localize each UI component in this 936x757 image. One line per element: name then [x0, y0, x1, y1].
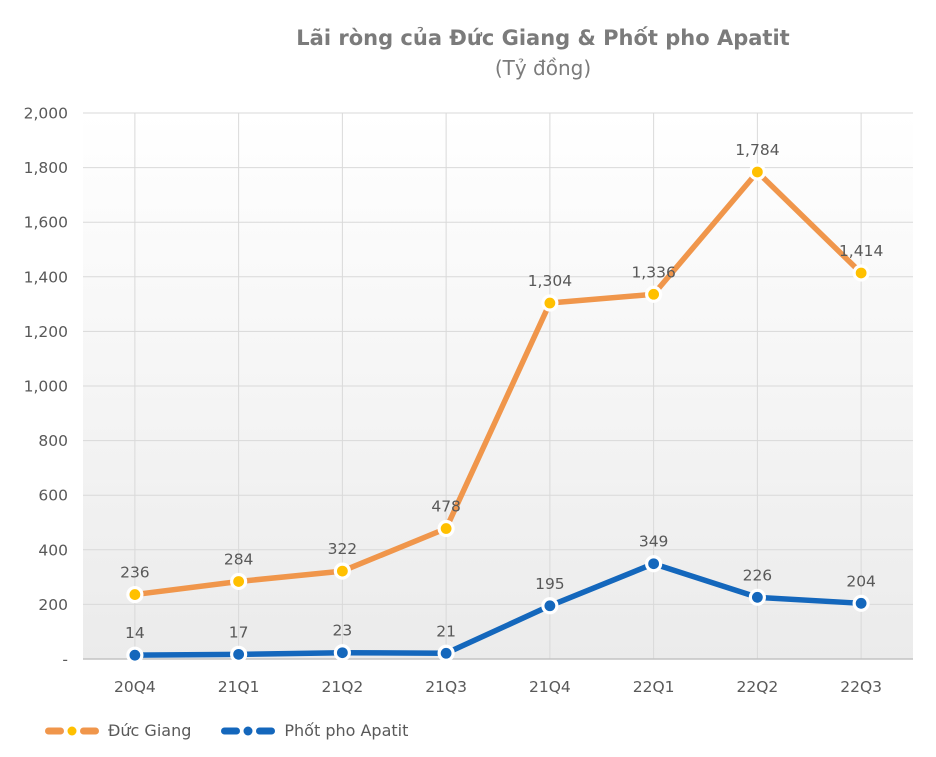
legend: Đức Giang Phốt pho Apatit — [45, 721, 408, 740]
data-point-label: 478 — [431, 498, 461, 516]
legend-label-duc-giang: Đức Giang — [108, 721, 192, 740]
data-point-label: 195 — [535, 575, 565, 593]
series-line — [132, 169, 864, 598]
data-point-marker — [541, 597, 559, 615]
x-axis-tick-label: 22Q2 — [736, 678, 778, 696]
data-point-marker — [230, 572, 248, 591]
data-point-marker — [333, 562, 351, 580]
data-point-marker — [333, 644, 351, 662]
y-axis-tick-label: 600 — [38, 487, 68, 505]
data-point-marker — [230, 645, 248, 663]
x-axis-tick-label: 22Q3 — [840, 678, 882, 696]
legend-marker-duc-giang-icon — [45, 726, 99, 735]
legend-label-phot-pho-apatit: Phốt pho Apatit — [284, 721, 409, 740]
x-axis-tick-label: 21Q3 — [425, 678, 467, 696]
data-point-marker — [126, 585, 144, 604]
y-axis-tick-label: 1,800 — [24, 159, 68, 177]
data-point-label: 204 — [846, 572, 876, 590]
data-point-marker — [645, 555, 663, 573]
data-point-marker — [126, 646, 144, 664]
x-axis-tick-label: 22Q1 — [633, 678, 675, 696]
data-point-label: 1,336 — [631, 263, 675, 281]
chart-title: Lãi ròng của Đức Giang & Phốt pho Apatit — [296, 26, 790, 50]
data-point-marker — [541, 294, 559, 312]
y-axis-tick-label: 2,000 — [24, 105, 68, 123]
data-point-marker — [645, 285, 663, 303]
data-point-marker — [748, 588, 766, 606]
x-axis-tick-label: 21Q4 — [529, 678, 571, 696]
x-axis-tick-label: 21Q2 — [321, 678, 363, 696]
data-point-label: 322 — [328, 540, 358, 558]
x-axis-tick-label: 20Q4 — [114, 678, 156, 696]
y-axis-tick-label: 800 — [38, 432, 68, 450]
data-point-marker — [852, 264, 870, 282]
data-point-label: 1,784 — [735, 141, 779, 159]
y-axis-tick-label: - — [62, 651, 68, 669]
data-point-label: 23 — [333, 622, 353, 640]
data-point-marker — [437, 644, 455, 662]
y-axis-tick-label: 1,000 — [24, 378, 68, 396]
data-point-label: 226 — [743, 566, 773, 584]
series-line — [132, 560, 864, 658]
data-point-label: 14 — [125, 624, 145, 642]
data-point-label: 17 — [229, 623, 249, 641]
x-axis-tick-label: 21Q1 — [218, 678, 260, 696]
data-point-label: 349 — [639, 533, 669, 551]
y-axis-tick-label: 200 — [38, 596, 68, 614]
data-point-label: 236 — [120, 564, 150, 582]
data-point-marker — [437, 519, 455, 538]
data-point-label: 284 — [224, 550, 254, 568]
data-point-label: 1,304 — [528, 272, 572, 290]
y-axis-tick-label: 1,200 — [24, 323, 68, 341]
data-point-label: 1,414 — [839, 242, 883, 260]
data-point-marker — [748, 163, 766, 181]
chart-subtitle: (Tỷ đồng) — [494, 56, 592, 80]
data-point-marker — [852, 594, 870, 612]
legend-item-phot-pho-apatit: Phốt pho Apatit — [221, 721, 408, 740]
y-axis-tick-label: 1,400 — [24, 268, 68, 286]
data-point-label: 21 — [436, 622, 456, 640]
legend-item-duc-giang: Đức Giang — [45, 721, 191, 740]
legend-marker-phot-pho-apatit-icon — [221, 726, 276, 735]
y-axis-tick-label: 1,600 — [24, 214, 68, 232]
y-axis-tick-label: 400 — [38, 541, 68, 559]
